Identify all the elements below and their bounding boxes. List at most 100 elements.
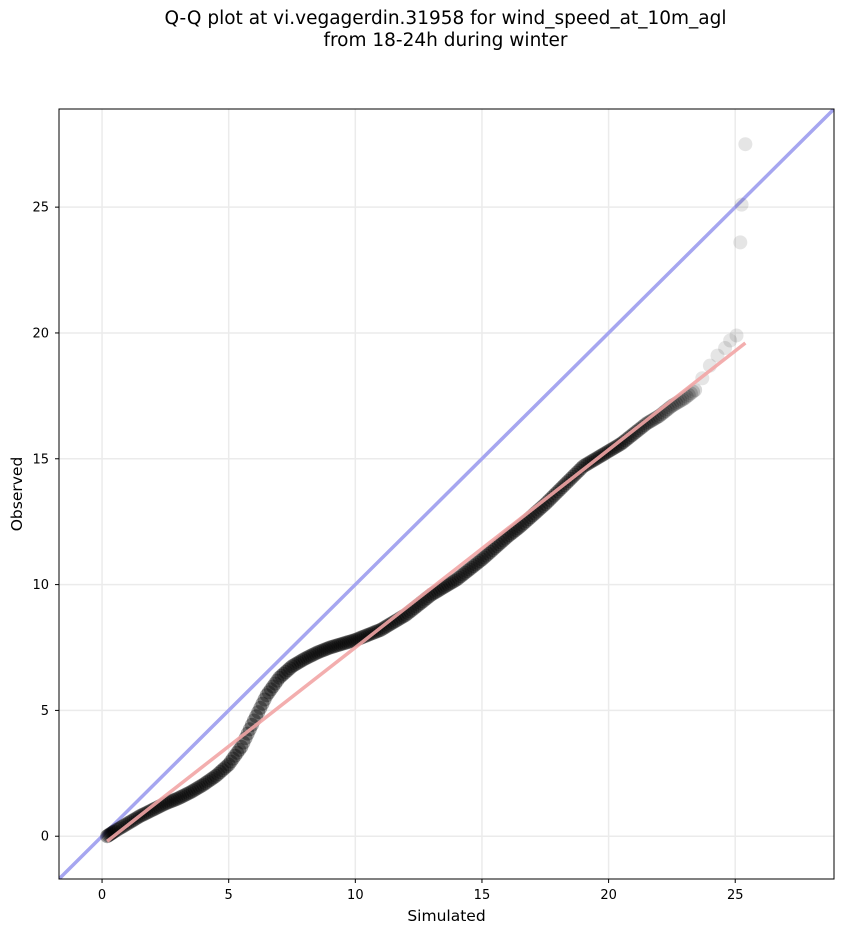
quantile-point-tail bbox=[718, 341, 733, 356]
quantile-point bbox=[346, 633, 361, 648]
quantile-point bbox=[285, 659, 300, 674]
quantile-point bbox=[320, 641, 335, 656]
quantile-point bbox=[616, 434, 631, 449]
quantile-point bbox=[624, 428, 639, 443]
plot-area bbox=[59, 109, 834, 879]
quantile-point bbox=[215, 763, 230, 778]
quantile-point bbox=[225, 751, 240, 766]
quantile-point bbox=[297, 651, 312, 666]
quantile-point bbox=[268, 676, 283, 691]
quantile-point bbox=[449, 572, 464, 587]
quantile-point bbox=[618, 433, 633, 448]
quantile-point bbox=[304, 648, 319, 663]
quantile-point bbox=[481, 546, 496, 561]
quantile-point bbox=[451, 570, 466, 585]
quantile-point bbox=[379, 619, 394, 634]
quantile-point bbox=[333, 637, 348, 652]
plot-frame bbox=[58, 108, 835, 880]
quantile-point bbox=[166, 793, 181, 808]
quantile-point bbox=[200, 774, 215, 789]
quantile-point bbox=[219, 759, 234, 774]
quantile-point bbox=[322, 640, 337, 655]
y-tick-label: 15 bbox=[32, 452, 49, 467]
quantile-point bbox=[287, 658, 302, 673]
quantile-point bbox=[576, 459, 591, 474]
quantile-point bbox=[263, 682, 278, 697]
quantile-point bbox=[382, 617, 397, 632]
quantile-point bbox=[344, 634, 359, 649]
quantile-point bbox=[190, 781, 205, 796]
quantile-point bbox=[111, 821, 126, 836]
quantile-point bbox=[493, 535, 508, 550]
quantile-point bbox=[272, 670, 287, 685]
quantile-point bbox=[175, 789, 190, 804]
quantile-point bbox=[447, 573, 462, 588]
quantile-point bbox=[436, 580, 451, 595]
chart-title: Q-Q plot at vi.vegagerdin.31958 for wind… bbox=[0, 8, 843, 52]
quantile-point bbox=[280, 663, 295, 678]
quantile-point bbox=[276, 666, 291, 681]
quantile-point bbox=[443, 576, 458, 591]
quantile-point bbox=[143, 803, 158, 818]
quantile-point bbox=[251, 705, 266, 720]
quantile-point bbox=[204, 771, 219, 786]
y-tick-label: 25 bbox=[32, 201, 49, 216]
quantile-point bbox=[337, 636, 352, 651]
quantile-point bbox=[299, 650, 314, 665]
quantile-points bbox=[100, 137, 753, 844]
quantile-point bbox=[266, 679, 281, 694]
quantile-point-tail bbox=[738, 137, 753, 152]
grid bbox=[59, 109, 834, 879]
quantile-point bbox=[470, 555, 485, 570]
quantile-point bbox=[312, 644, 327, 659]
quantile-point bbox=[610, 439, 625, 454]
quantile-point bbox=[487, 541, 502, 556]
y-tick-label: 10 bbox=[32, 578, 49, 593]
quantile-point bbox=[179, 787, 194, 802]
quantile-point bbox=[639, 416, 654, 431]
quantile-point bbox=[253, 700, 268, 715]
quantile-point bbox=[301, 649, 316, 664]
quantile-point bbox=[633, 421, 648, 436]
chart-title-line-1: Q-Q plot at vi.vegagerdin.31958 for wind… bbox=[164, 8, 727, 29]
quantile-point bbox=[171, 791, 186, 806]
y-tick-label: 0 bbox=[41, 830, 49, 845]
y-tick-label: 20 bbox=[32, 326, 49, 341]
quantile-point bbox=[244, 717, 259, 732]
quantile-point bbox=[259, 688, 274, 703]
quantile-point-tail bbox=[734, 197, 749, 212]
quantile-point bbox=[314, 643, 329, 658]
quantile-point bbox=[626, 426, 641, 441]
quantile-point bbox=[192, 780, 207, 795]
quantile-point-tail bbox=[710, 348, 725, 363]
quantile-point bbox=[464, 560, 479, 575]
quantile-point bbox=[614, 436, 629, 451]
quantile-point bbox=[441, 577, 456, 592]
quantile-point bbox=[358, 628, 373, 643]
quantile-point bbox=[282, 661, 297, 676]
x-tick-label: 10 bbox=[347, 888, 364, 903]
quantile-point bbox=[466, 559, 481, 574]
quantile-point bbox=[335, 636, 350, 651]
quantile-point bbox=[164, 793, 179, 808]
quantile-point bbox=[232, 742, 247, 757]
quantile-point bbox=[295, 653, 310, 668]
quantile-point bbox=[213, 765, 228, 780]
y-axis-label: Observed bbox=[8, 457, 26, 532]
x-tick-label: 5 bbox=[225, 888, 233, 903]
x-tick-label: 15 bbox=[474, 888, 491, 903]
quantile-point bbox=[308, 646, 323, 661]
identity-line bbox=[59, 109, 834, 879]
quantile-point bbox=[544, 490, 559, 505]
quantile-point bbox=[474, 552, 489, 567]
quantile-point bbox=[173, 790, 188, 805]
quantile-point bbox=[477, 550, 492, 565]
quantile-point bbox=[331, 637, 346, 652]
quantile-point bbox=[249, 709, 264, 724]
quantile-point bbox=[168, 792, 183, 807]
quantile-point bbox=[185, 783, 200, 798]
quantile-point bbox=[209, 768, 224, 783]
quantile-point bbox=[629, 424, 644, 439]
quantile-point bbox=[289, 656, 304, 671]
